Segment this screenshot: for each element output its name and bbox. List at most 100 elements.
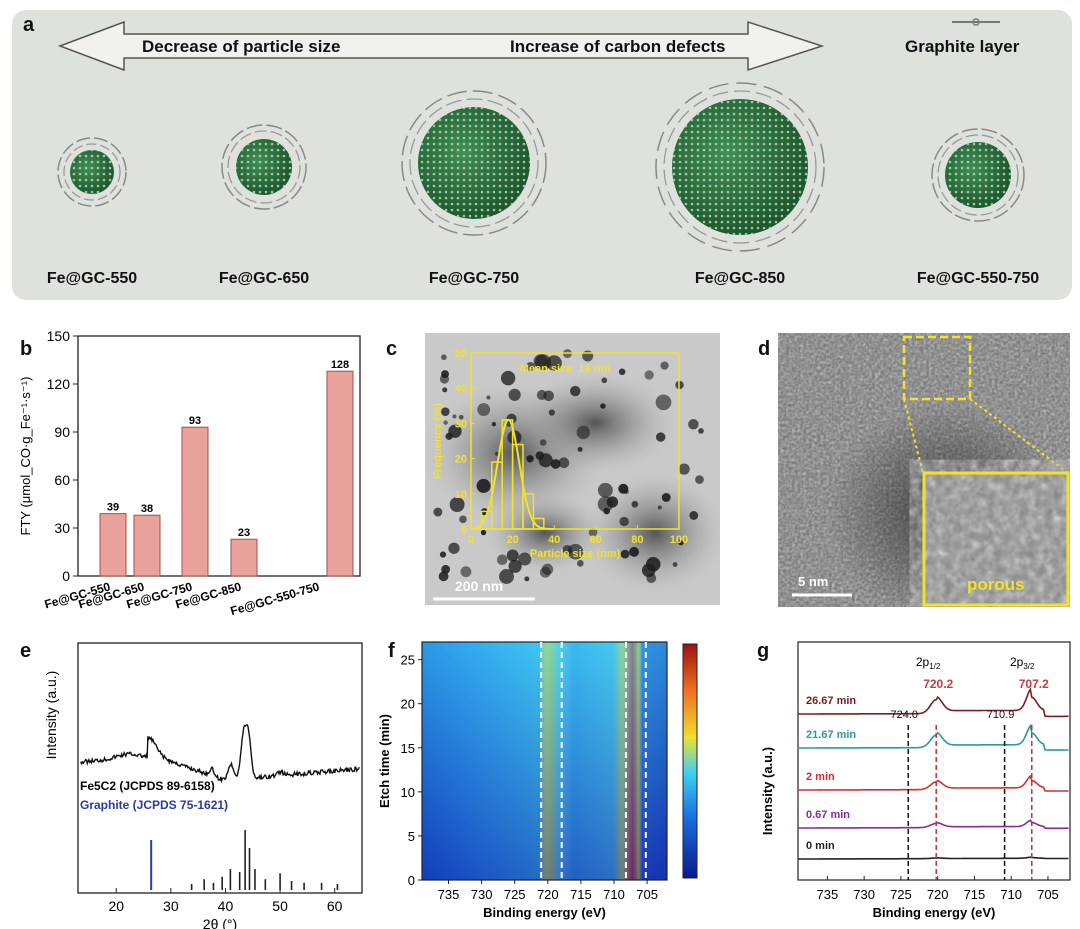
panel-a-graphic (57, 18, 1025, 252)
nanoparticle (508, 559, 522, 573)
y-axis-label: Intensity (a.u.) (43, 671, 59, 760)
plot-frame (77, 335, 361, 577)
y-tick-label: 20 (401, 697, 415, 712)
nanoparticle (695, 475, 704, 484)
nanoparticle (539, 439, 547, 446)
nanoparticle (445, 432, 453, 440)
nanoparticle (570, 385, 581, 397)
bar-value-label: 38 (141, 503, 153, 515)
nanoparticle (672, 562, 678, 567)
nanoparticle (618, 483, 629, 494)
x-tick-label: 720 (537, 887, 559, 902)
bar (181, 426, 209, 577)
nanoparticle (678, 539, 684, 546)
panel-label-g: g (757, 640, 770, 662)
spectrum-label: 2 min (806, 771, 835, 783)
x-tick-label: 40 (548, 534, 560, 546)
y-tick-label: 30 (54, 520, 70, 536)
nanoparticle (550, 459, 561, 469)
colorbar (682, 643, 698, 879)
spectrum-line (798, 774, 1069, 792)
histogram-bar (522, 493, 535, 530)
y-tick-label: 5 (408, 829, 415, 844)
plot-frame (77, 642, 363, 894)
x-tick-label: 60 (327, 898, 343, 914)
histogram-bar (532, 517, 545, 530)
spectrum-line (798, 687, 1069, 718)
panel-label-b: b (20, 338, 33, 360)
arrow-left-label: Decrease of particle size (142, 37, 341, 56)
nanoparticle (486, 395, 491, 400)
y-tick-label: 0 (408, 873, 415, 888)
x-tick-label: 60 (590, 534, 602, 546)
y-tick-label: 0 (62, 568, 70, 584)
graphite-layer-legend-label: Graphite layer (905, 37, 1020, 56)
nanoparticle (588, 527, 598, 537)
y-tick-label: 150 (47, 328, 71, 344)
nanoparticle (496, 554, 508, 566)
y-tick-label: 40 (455, 383, 467, 395)
y-tick-label: 15 (401, 741, 415, 756)
tem-texture-c: 200 nm (425, 333, 720, 605)
nanoparticle (576, 560, 584, 567)
nanoparticle (546, 355, 562, 371)
reference-label-fe5c2: Fe5C2 (JCPDS 89-6158) (80, 779, 215, 793)
x-tick-label: 50 (272, 898, 288, 914)
nanoparticle (449, 497, 465, 513)
particle-fe-gc-550-750 (931, 128, 1025, 222)
panel-label-d: d (758, 338, 771, 360)
nanoparticle (644, 370, 654, 380)
hrtem-image-d (778, 333, 1070, 607)
x-tick-label: 735 (438, 887, 460, 902)
x-category-label: Fe@GC-550-750 (229, 579, 321, 618)
x-tick-label: 725 (504, 887, 526, 902)
nanoparticle (655, 394, 672, 411)
nanoparticle (491, 422, 497, 427)
nanoparticle (538, 453, 553, 468)
peak-position-label: 707.2 (1019, 677, 1049, 691)
nanoparticle (499, 569, 514, 584)
orbital-label: 2p1/2 (916, 655, 941, 671)
y-tick-label: 30 (455, 418, 467, 430)
graphite-layer-legend-marker (972, 18, 980, 26)
nanoparticle (533, 354, 548, 369)
x-tick-label: 0 (468, 534, 474, 546)
x-tick-label: 715 (570, 887, 592, 902)
particle-fe-gc-550 (57, 137, 127, 207)
x-axis-label: Binding energy (eV) (873, 905, 996, 920)
peak-position-label: 724.0 (891, 709, 919, 721)
sample-label: Fe@GC-850 (694, 270, 786, 287)
x-tick-label: 710 (603, 887, 625, 902)
nanoparticle (548, 409, 556, 416)
x-tick-label: 710 (1000, 887, 1022, 902)
nanoparticle (539, 566, 551, 578)
nanoparticle (657, 505, 662, 510)
zoom-selection-box (902, 335, 972, 401)
nanoparticle (433, 507, 443, 517)
nanoparticle (558, 457, 570, 469)
xrd-chart: Intensity (a.u.) 20 30 40 50 60 2θ (°) Fe5C2 (J… (43, 642, 363, 929)
bar (326, 370, 354, 577)
tem-image-c: 200 nm (425, 333, 720, 605)
nanoparticle (508, 388, 521, 401)
scale-label-d: 5 nm (798, 574, 829, 589)
spectrum-label: 0.67 min (806, 809, 850, 821)
spectrum-line (798, 856, 1069, 860)
nanoparticle (629, 546, 640, 557)
y-tick-label: 120 (47, 376, 71, 392)
xps-depth-heatmap: 735 730 725 720 715 710 705 0 5 10 15 20 25 Binding e… (377, 641, 698, 920)
nanoparticle (458, 414, 464, 420)
zoom-connector-line (903, 398, 924, 474)
y-axis-label: Intensity (a.u.) (760, 747, 775, 835)
nanoparticle (526, 455, 534, 463)
panel-label-e: e (20, 640, 32, 662)
gaussian-fit-curve (470, 418, 555, 530)
hrtem-texture-d (778, 333, 1070, 607)
nanoparticle (477, 403, 491, 417)
sample-label: Fe@GC-650 (218, 270, 310, 287)
peak-position-label: 710.9 (987, 709, 1015, 721)
nanoparticle (439, 551, 447, 558)
bar-value-label: 128 (331, 359, 349, 371)
nanoparticle (460, 566, 472, 578)
nanoparticle (441, 354, 447, 361)
